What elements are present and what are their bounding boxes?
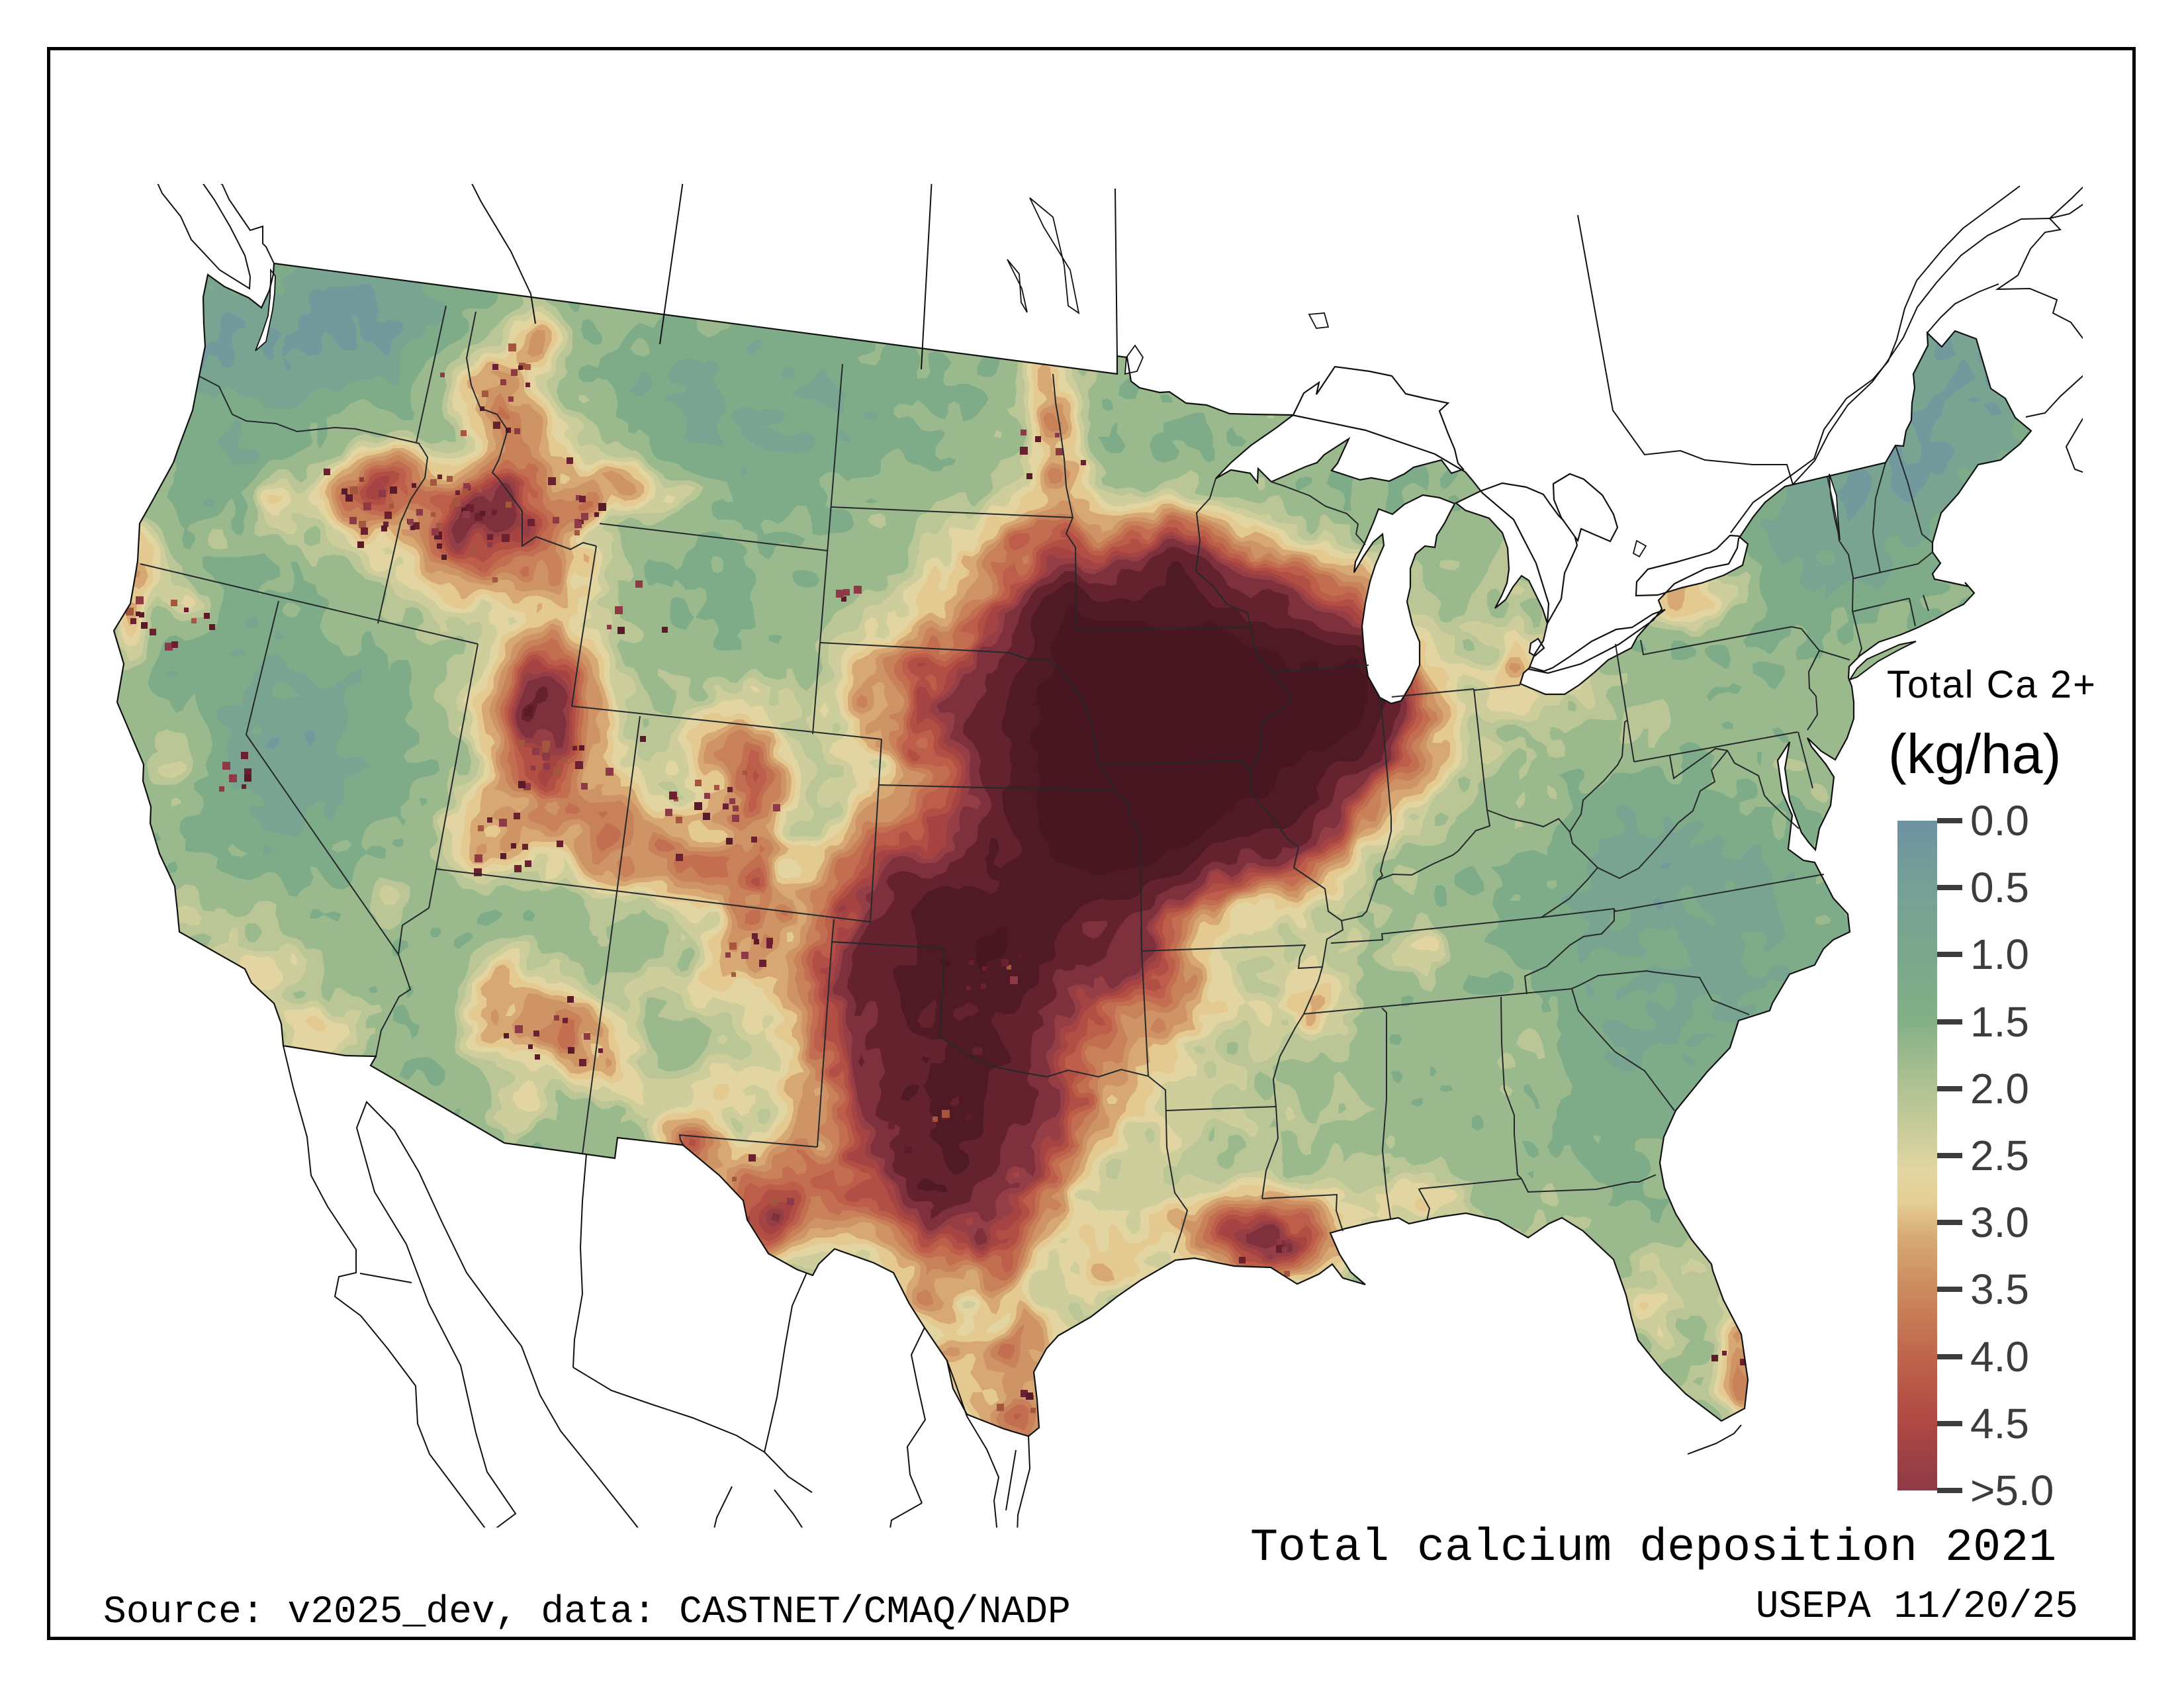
svg-text:>5.0: >5.0 [1970, 1467, 2054, 1514]
svg-text:Source: v2025_dev, data: CASTN: Source: v2025_dev, data: CASTNET/CMAQ/NA… [103, 1591, 1071, 1634]
svg-text:(kg/ha): (kg/ha) [1888, 723, 2061, 785]
svg-text:3.5: 3.5 [1970, 1265, 2029, 1313]
svg-text:2.0: 2.0 [1970, 1065, 2029, 1113]
svg-text:4.5: 4.5 [1970, 1400, 2029, 1447]
svg-text:3.0: 3.0 [1970, 1199, 2029, 1246]
svg-text:4.0: 4.0 [1970, 1333, 2029, 1381]
svg-text:1.5: 1.5 [1970, 998, 2029, 1046]
svg-text:1.0: 1.0 [1970, 931, 2029, 978]
svg-text:Total Ca 2+: Total Ca 2+ [1887, 663, 2097, 706]
svg-text:0.0: 0.0 [1970, 797, 2029, 845]
svg-text:Total calcium deposition 2021: Total calcium deposition 2021 [1250, 1522, 2056, 1575]
svg-text:USEPA 11/20/25: USEPA 11/20/25 [1756, 1586, 2078, 1629]
svg-text:2.5: 2.5 [1970, 1132, 2029, 1179]
svg-text:0.5: 0.5 [1970, 864, 2029, 911]
